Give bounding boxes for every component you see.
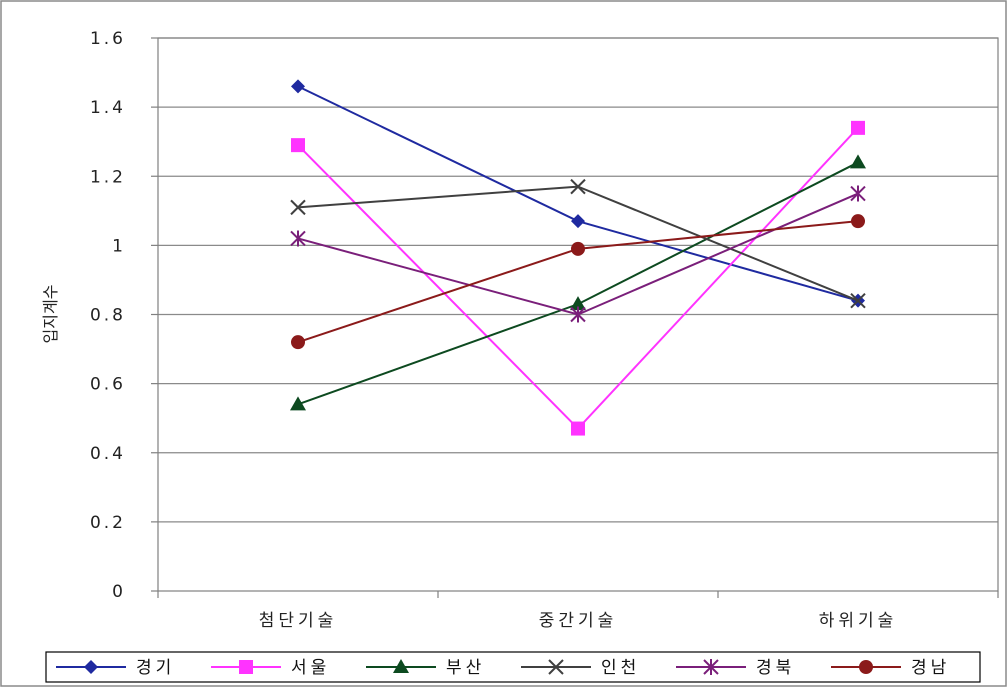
- legend-marker: [548, 659, 564, 675]
- data-point: [851, 214, 865, 229]
- x-tick-label: 첨단기술: [259, 611, 338, 631]
- legend-label: 인천: [601, 658, 640, 678]
- y-axis-label: 입지계수: [41, 285, 60, 344]
- y-tick-label: 1.6: [90, 29, 126, 49]
- legend-marker: [84, 660, 98, 674]
- legend-item: 인천: [521, 658, 640, 678]
- data-point: [851, 120, 865, 135]
- series-5: [290, 185, 866, 323]
- legend-label: 부산: [446, 658, 485, 678]
- legend-item: 부산: [366, 658, 485, 678]
- x-axis-ticks: 첨단기술 중간기술 하위기술: [157, 591, 999, 631]
- data-point: [571, 241, 585, 256]
- legend-label: 경기: [136, 658, 175, 678]
- legend-label: 경남: [911, 658, 950, 678]
- legend-marker: [393, 659, 409, 673]
- y-tick-label: 0.8: [90, 306, 126, 326]
- legend-label: 경북: [756, 658, 795, 678]
- data-point: [570, 178, 586, 195]
- series-6: [291, 214, 865, 350]
- legend-marker: [703, 659, 719, 675]
- y-tick-label: 0.6: [90, 375, 126, 395]
- data-point: [570, 306, 586, 323]
- x-tick-label: 중간기술: [539, 611, 618, 631]
- data-point: [570, 296, 586, 311]
- legend-label: 서울: [291, 658, 330, 678]
- data-point: [290, 396, 306, 411]
- legend-item: 경북: [676, 658, 795, 678]
- x-tick-label: 하위기술: [819, 611, 898, 631]
- series-3: [290, 154, 866, 411]
- y-tick-label: 0.4: [90, 444, 126, 464]
- legend: 경기 서울 부산 인천 경북 경남: [45, 651, 981, 683]
- data-point: [571, 421, 585, 436]
- data-point: [850, 292, 866, 309]
- legend-item: 경기: [56, 658, 175, 678]
- legend-box: [45, 651, 981, 683]
- series-2: [291, 120, 865, 436]
- data-point: [850, 154, 866, 169]
- data-point: [290, 230, 306, 247]
- data-point: [291, 79, 305, 94]
- y-tick-label: 0.2: [90, 513, 126, 533]
- series-4: [290, 178, 866, 309]
- legend-item: 경남: [831, 658, 950, 678]
- y-tick-label: 1.2: [90, 167, 126, 187]
- data-point: [571, 214, 585, 229]
- y-tick-label: 1.4: [90, 98, 126, 118]
- data-point: [291, 335, 305, 350]
- y-axis-ticks: 0 0.2 0.4 0.6 0.8 1 1.2 1.4 1.6: [90, 29, 158, 602]
- series-group: [290, 79, 866, 436]
- data-point: [291, 138, 305, 153]
- data-point: [290, 199, 306, 216]
- y-tick-label: 0: [112, 582, 126, 602]
- legend-marker: [859, 660, 873, 674]
- legend-marker: [239, 660, 253, 674]
- data-point: [850, 185, 866, 202]
- legend-item: 서울: [211, 658, 330, 678]
- y-tick-label: 1: [112, 236, 126, 256]
